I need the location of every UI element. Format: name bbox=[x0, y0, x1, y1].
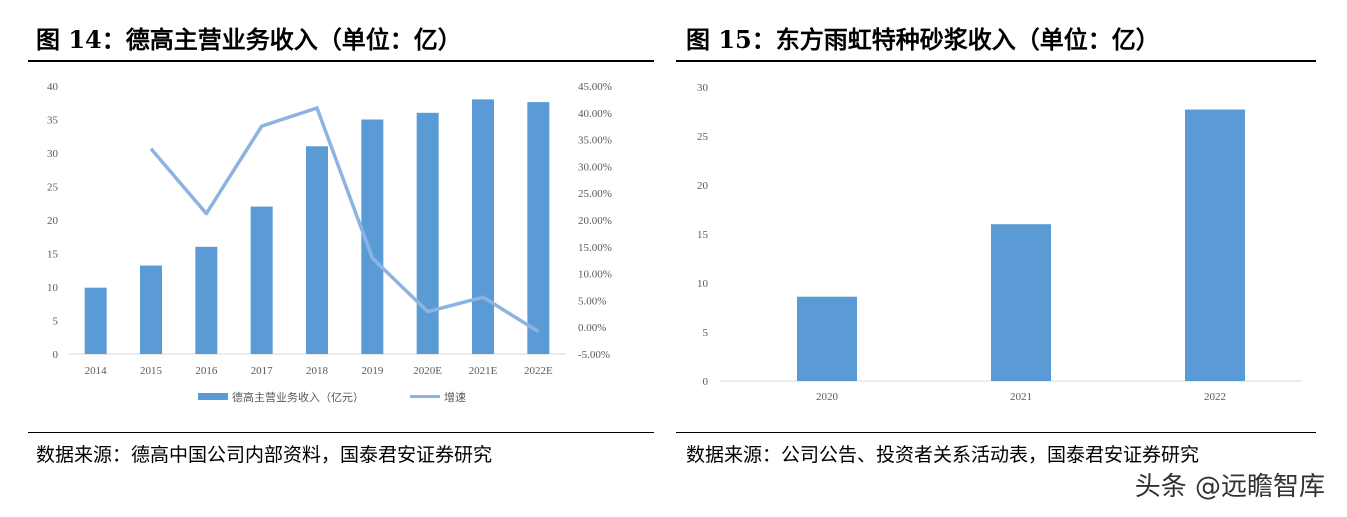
y2-tick-label: 15.00% bbox=[578, 242, 612, 254]
y-tick-label: 0 bbox=[53, 349, 59, 361]
y-tick-label: 25 bbox=[47, 182, 59, 194]
bar-2018 bbox=[306, 146, 328, 354]
y-tick-label: 5 bbox=[53, 316, 59, 328]
right-title-rule bbox=[676, 60, 1316, 62]
left-source-rule bbox=[28, 432, 654, 433]
x-tick-label-2: 2020 bbox=[816, 391, 839, 403]
bar-2015 bbox=[140, 265, 162, 354]
right-source: 数据来源：公司公告、投资者关系活动表，国泰君安证券研究 bbox=[686, 444, 1200, 466]
legend-bar-label: 德高主营业务收入（亿元） bbox=[232, 390, 364, 404]
y-tick-label: 40 bbox=[47, 81, 59, 93]
legend-line-swatch bbox=[410, 395, 440, 398]
watermark: 头条 @远瞻智库 bbox=[1134, 472, 1325, 502]
y-tick-label-2: 20 bbox=[697, 180, 709, 192]
y2-tick-label: 0.00% bbox=[578, 322, 606, 334]
x-tick-label: 2020E bbox=[413, 365, 442, 377]
y-tick-label-2: 0 bbox=[703, 376, 709, 388]
legend-line-label: 增速 bbox=[444, 390, 466, 404]
y2-tick-label: 35.00% bbox=[578, 135, 612, 147]
y-tick-label: 35 bbox=[47, 115, 59, 127]
growth-line bbox=[149, 106, 540, 333]
x-tick-label-2: 2022 bbox=[1204, 391, 1226, 403]
bar-2019 bbox=[361, 119, 384, 354]
x-tick-label: 2016 bbox=[195, 365, 218, 377]
y2-tick-label: 5.00% bbox=[578, 295, 606, 307]
y2-tick-label: 40.00% bbox=[578, 108, 612, 120]
bar-2016 bbox=[195, 246, 218, 354]
y2-tick-label: 20.00% bbox=[578, 215, 612, 227]
x-tick-label: 2017 bbox=[251, 365, 274, 377]
x-tick-label: 2022E bbox=[524, 365, 553, 377]
legend-bar-swatch bbox=[198, 393, 228, 400]
bar-2022 bbox=[1185, 109, 1245, 381]
y2-tick-label: 45.00% bbox=[578, 81, 612, 93]
y-tick-label: 10 bbox=[47, 282, 59, 294]
left-title: 图 14：德高主营业务收入（单位：亿） bbox=[36, 25, 462, 54]
bar-2020 bbox=[797, 296, 857, 381]
left-source: 数据来源：德高中国公司内部资料，国泰君安证券研究 bbox=[36, 444, 493, 466]
y-tick-label-2: 10 bbox=[697, 278, 709, 290]
bar-2021 bbox=[991, 224, 1051, 381]
y2-tick-label: 25.00% bbox=[578, 188, 612, 200]
x-tick-label: 2018 bbox=[306, 365, 329, 377]
bar-2017 bbox=[250, 206, 273, 354]
y2-tick-label: -5.00% bbox=[578, 349, 610, 361]
y-tick-label: 30 bbox=[47, 148, 59, 160]
x-tick-label: 2014 bbox=[85, 365, 108, 377]
y-tick-label-2: 15 bbox=[697, 229, 709, 241]
bar-2014 bbox=[84, 287, 107, 354]
y-tick-label-2: 25 bbox=[697, 131, 709, 143]
y-tick-label-2: 30 bbox=[697, 82, 709, 94]
right-title: 图 15：东方雨虹特种砂浆收入（单位：亿） bbox=[686, 25, 1160, 54]
bar-2020E bbox=[416, 112, 439, 354]
x-tick-label: 2021E bbox=[469, 365, 498, 377]
y-tick-label: 20 bbox=[47, 215, 59, 227]
y2-tick-label: 10.00% bbox=[578, 269, 612, 281]
x-tick-label-2: 2021 bbox=[1010, 391, 1032, 403]
y-tick-label-2: 5 bbox=[703, 327, 709, 339]
left-title-rule bbox=[28, 60, 654, 62]
x-tick-label: 2015 bbox=[140, 365, 163, 377]
bar-2022E bbox=[527, 102, 550, 354]
y-tick-label: 15 bbox=[47, 249, 59, 261]
right-source-rule bbox=[676, 432, 1316, 433]
x-tick-label: 2019 bbox=[361, 365, 384, 377]
bar-2021E bbox=[472, 99, 494, 355]
y2-tick-label: 30.00% bbox=[578, 161, 612, 173]
